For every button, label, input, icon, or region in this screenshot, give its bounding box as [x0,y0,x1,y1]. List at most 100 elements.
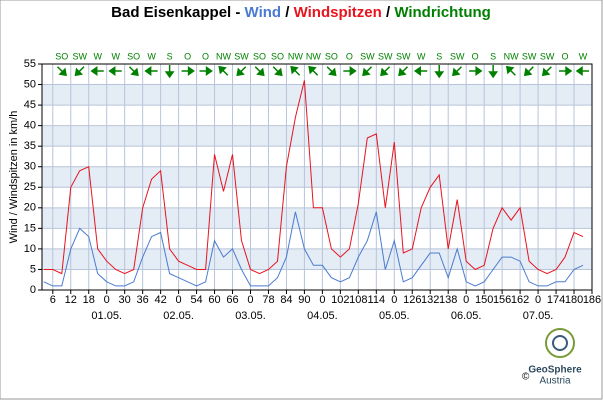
y-tick-label: 30 [24,161,36,173]
direction-arrow [559,66,573,76]
direction-label: SW [234,51,249,61]
direction-label: O [562,51,569,61]
x-tick-label: 162 [511,294,529,306]
title-part: Bad Eisenkappel - [111,4,240,21]
direction-arrow [90,66,104,76]
direction-arrow [505,65,516,76]
x-tick-label: 12 [65,294,77,306]
direction-label: SW [396,51,411,61]
direction-label: O [202,51,209,61]
x-tick-label: 66 [226,294,238,306]
y-tick-label: 25 [24,181,36,193]
direction-label: SW [450,51,465,61]
direction-label: NW [306,51,321,61]
x-tick-label: 126 [403,294,421,306]
direction-arrow [413,66,428,76]
x-tick-label: 138 [439,294,457,306]
y-tick-label: 0 [30,284,36,296]
direction-label: SW [360,51,375,61]
x-tick-label: 0 [535,294,541,306]
title-part: Windrichtung [394,4,491,21]
direction-arrow [362,66,373,77]
x-tick-label: 42 [155,294,167,306]
direction-arrow [452,66,462,77]
direction-arrow [469,66,483,76]
logo-mark [545,328,575,358]
direction-label: SO [55,51,68,61]
grid-band [42,84,592,106]
direction-arrow [488,65,499,79]
direction-label: O [184,51,191,61]
x-tick-label: 84 [280,294,292,306]
x-tick-label: 78 [262,294,274,306]
direction-arrow [541,66,552,77]
x-tick-label: 18 [83,294,95,306]
direction-arrow [272,66,283,77]
plot-border [41,63,593,291]
direction-label: SO [271,51,284,61]
direction-label: SO [127,51,140,61]
direction-label: S [167,51,173,61]
direction-arrow [164,65,175,79]
direction-arrow [56,66,67,77]
direction-arrow [236,66,247,77]
grid-band [42,248,592,270]
x-tick-label: 0 [463,294,469,306]
x-tick-label: 0 [391,294,397,306]
x-tick-label: 0 [104,294,110,306]
direction-arrow [434,65,445,79]
direction-label: SW [72,51,87,61]
direction-arrow [380,66,391,77]
grid-band [42,125,592,147]
date-label: 01.05. [91,310,122,322]
direction-arrow [218,65,229,76]
x-tick-label: 108 [349,294,367,306]
y-tick-label: 40 [24,120,36,132]
direction-arrow [290,65,301,76]
date-label: 02.05. [163,310,194,322]
direction-label: W [579,51,588,61]
x-tick-label: 132 [421,294,439,306]
x-tick-label: 102 [331,294,349,306]
direction-arrow [343,66,357,76]
logo-sub: Austria [539,376,571,387]
x-tick-label: 6 [50,294,56,306]
y-axis-label: Wind / Windspitzen in km/h [8,111,20,244]
x-tick-label: 0 [247,294,253,306]
direction-arrow [128,66,139,77]
date-label: 07.05. [523,310,554,322]
series-line [43,80,584,275]
title-part: / [386,4,391,21]
x-tick-label: 186 [583,294,601,306]
direction-arrow [254,66,265,77]
logo-name: GeoSphere [528,365,582,376]
title-part: Wind [245,4,282,21]
direction-label: SW [378,51,393,61]
x-tick-label: 30 [119,294,131,306]
chart-title: Bad Eisenkappel - Wind / Windspitzen / W… [111,4,491,21]
y-tick-label: 20 [24,202,36,214]
date-label: 04.05. [307,310,338,322]
title-part: / [285,4,290,21]
x-tick-label: 174 [547,294,565,306]
x-tick-label: 156 [493,294,511,306]
y-tick-label: 5 [30,263,36,275]
direction-label: W [111,51,120,61]
direction-label: O [472,51,479,61]
direction-arrow [144,66,158,76]
direction-label: NW [504,51,519,61]
grid-band [42,166,592,188]
direction-arrow [74,66,85,77]
y-tick-label: 15 [24,222,36,234]
direction-label: S [436,51,442,61]
direction-arrow [523,66,534,77]
x-tick-label: 180 [565,294,583,306]
direction-arrow [398,66,409,77]
direction-arrow [108,66,122,76]
x-tick-label: 0 [319,294,325,306]
y-tick-label: 10 [24,243,36,255]
logo: GeoSphere Austria © [522,328,582,387]
copyright: © [522,372,530,383]
direction-label: SO [253,51,266,61]
